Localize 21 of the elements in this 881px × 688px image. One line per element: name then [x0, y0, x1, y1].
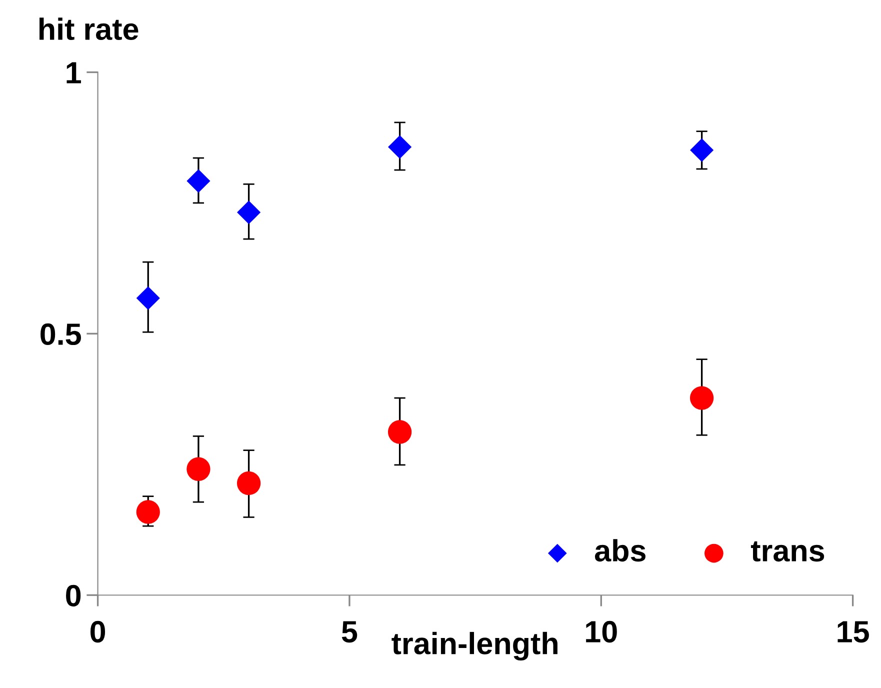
point [237, 200, 261, 224]
legend-label: trans [750, 541, 824, 562]
point [136, 500, 160, 524]
point [186, 457, 210, 481]
x-tick-label: 15 [838, 621, 869, 643]
point [236, 471, 261, 496]
y-axis-title: hit rate [40, 18, 138, 40]
point [388, 135, 412, 159]
legend-label: abs [594, 539, 646, 562]
point [186, 169, 210, 193]
x-axis-title: train-length [392, 632, 558, 661]
y-tick-label: 1 [66, 62, 81, 84]
point [690, 138, 714, 162]
y-tick-label: 0.5 [40, 323, 81, 346]
point [136, 286, 160, 310]
x-tick-label: 5 [342, 621, 358, 643]
x-tick-label: 0 [90, 620, 106, 643]
point [388, 420, 412, 444]
y-tick-label: 0 [66, 584, 81, 606]
point [690, 386, 714, 410]
x-tick-label: 10 [586, 620, 617, 643]
